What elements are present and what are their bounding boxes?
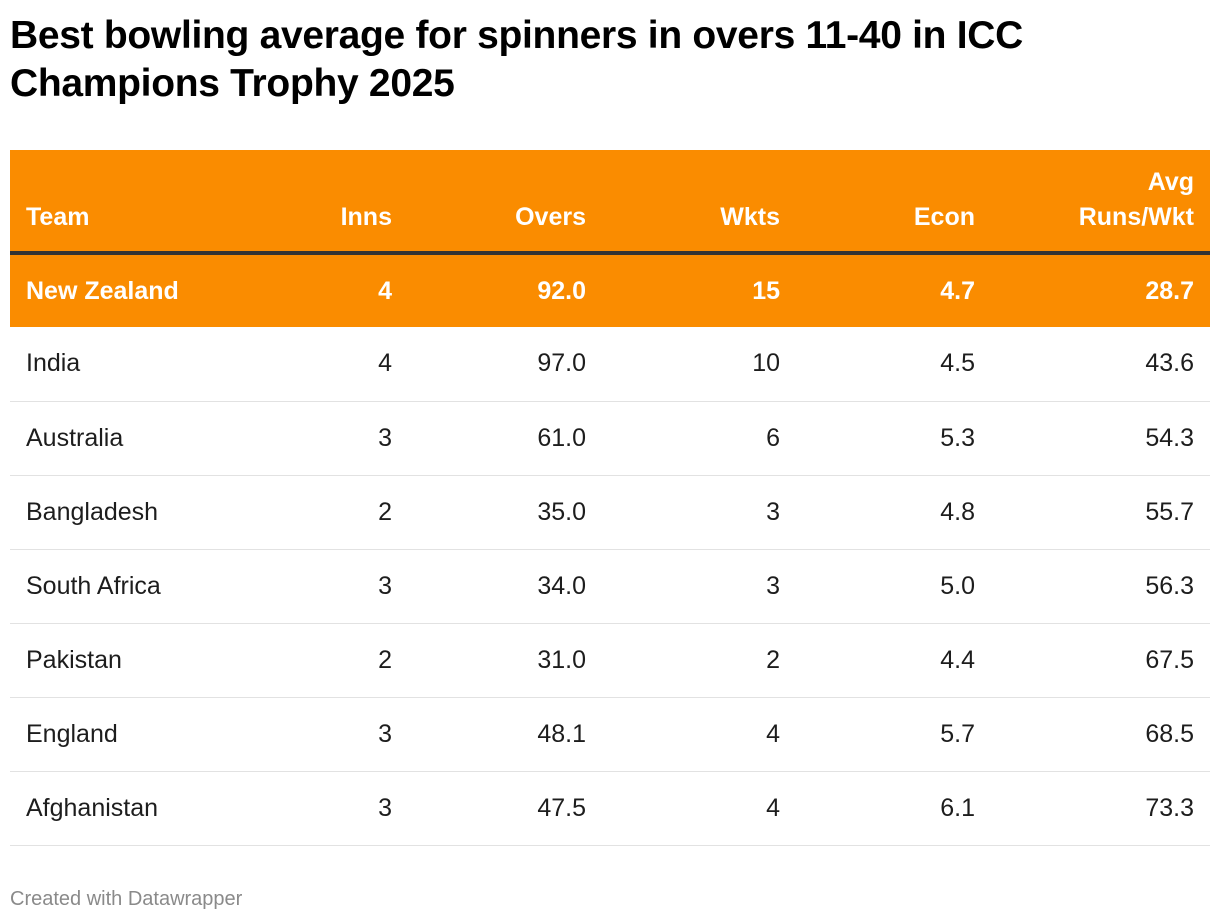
table-row: Pakistan 2 31.0 2 4.4 67.5 (10, 623, 1210, 698)
stat-cell: 34.0 (408, 549, 602, 624)
stat-cell: 28.7 (991, 253, 1210, 327)
team-name-cell: Pakistan (10, 623, 214, 698)
column-header-team[interactable]: Team (10, 150, 214, 255)
table-row: Australia 3 61.0 6 5.3 54.3 (10, 401, 1210, 476)
column-header-inns[interactable]: Inns (214, 150, 408, 255)
stat-cell: 92.0 (408, 253, 602, 327)
stat-cell: 4 (214, 327, 408, 402)
bowling-table: Team Inns Overs Wkts Econ Avg Runs/Wkt New Ze… (10, 150, 1210, 846)
table-row: England 3 48.1 4 5.7 68.5 (10, 697, 1210, 772)
stat-cell: 4 (214, 253, 408, 327)
team-name-cell: Australia (10, 401, 214, 476)
stat-cell: 56.3 (991, 549, 1210, 624)
stat-cell: 2 (214, 623, 408, 698)
stat-cell: 3 (214, 697, 408, 772)
stat-cell: 4.7 (796, 253, 991, 327)
stat-cell: 43.6 (991, 327, 1210, 402)
stat-cell: 4.4 (796, 623, 991, 698)
table-row: New Zealand 4 92.0 15 4.7 28.7 (10, 253, 1210, 327)
stat-cell: 3 (214, 549, 408, 624)
stat-cell: 54.3 (991, 401, 1210, 476)
column-header-econ[interactable]: Econ (796, 150, 991, 255)
stat-cell: 3 (214, 401, 408, 476)
table-row: South Africa 3 34.0 3 5.0 56.3 (10, 549, 1210, 624)
stat-cell: 31.0 (408, 623, 602, 698)
team-name-cell: India (10, 327, 214, 402)
stat-cell: 3 (602, 475, 796, 550)
column-header-wkts[interactable]: Wkts (602, 150, 796, 255)
stat-cell: 3 (214, 771, 408, 846)
stat-cell: 10 (602, 327, 796, 402)
team-name-cell: South Africa (10, 549, 214, 624)
column-header-avg-runs-wkt[interactable]: Avg Runs/Wkt (991, 150, 1210, 255)
stat-cell: 6 (602, 401, 796, 476)
stat-cell: 5.0 (796, 549, 991, 624)
stat-cell: 2 (214, 475, 408, 550)
stat-cell: 3 (602, 549, 796, 624)
stat-cell: 15 (602, 253, 796, 327)
stat-cell: 73.3 (991, 771, 1210, 846)
stat-cell: 4 (602, 771, 796, 846)
table-row: Afghanistan 3 47.5 4 6.1 73.3 (10, 771, 1210, 846)
stat-cell: 68.5 (991, 697, 1210, 772)
stat-cell: 2 (602, 623, 796, 698)
team-name-cell: Afghanistan (10, 771, 214, 846)
chart-title: Best bowling average for spinners in ove… (10, 14, 1023, 105)
stat-cell: 97.0 (408, 327, 602, 402)
stat-cell: 5.3 (796, 401, 991, 476)
team-name-cell: Bangladesh (10, 475, 214, 550)
table-row: India 4 97.0 10 4.5 43.6 (10, 327, 1210, 402)
column-header-overs[interactable]: Overs (408, 150, 602, 255)
stat-cell: 5.7 (796, 697, 991, 772)
stat-cell: 55.7 (991, 475, 1210, 550)
stat-cell: 4.8 (796, 475, 991, 550)
footer-credit: Created with Datawrapper (10, 888, 243, 910)
stat-cell: 4 (602, 697, 796, 772)
stat-cell: 4.5 (796, 327, 991, 402)
stat-cell: 6.1 (796, 771, 991, 846)
stat-cell: 48.1 (408, 697, 602, 772)
table-row: Bangladesh 2 35.0 3 4.8 55.7 (10, 475, 1210, 550)
team-name-cell: New Zealand (10, 253, 214, 327)
stat-cell: 67.5 (991, 623, 1210, 698)
stat-cell: 61.0 (408, 401, 602, 476)
stat-cell: 35.0 (408, 475, 602, 550)
table-header-row: Team Inns Overs Wkts Econ Avg Runs/Wkt (10, 150, 1210, 255)
team-name-cell: England (10, 697, 214, 772)
stat-cell: 47.5 (408, 771, 602, 846)
